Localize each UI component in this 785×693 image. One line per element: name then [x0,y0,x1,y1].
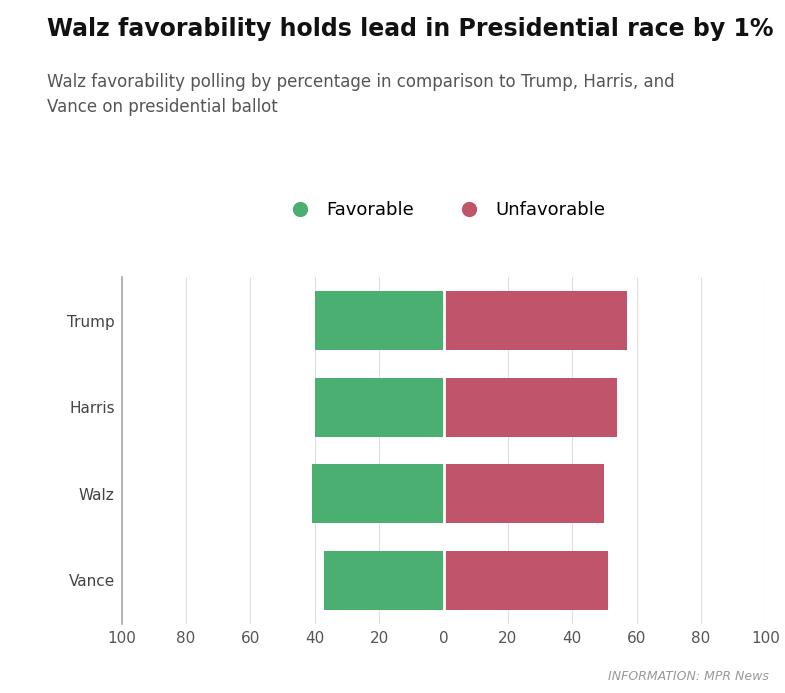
Legend: Favorable, Unfavorable: Favorable, Unfavorable [274,194,613,227]
Text: Walz favorability polling by percentage in comparison to Trump, Harris, and
Vanc: Walz favorability polling by percentage … [47,73,675,116]
Bar [444,291,627,350]
Bar [315,378,444,437]
Bar [444,464,604,523]
Bar [315,291,444,350]
Text: INFORMATION: MPR News: INFORMATION: MPR News [608,669,769,683]
Bar [444,378,617,437]
Bar [312,464,444,523]
Bar [324,551,444,610]
Bar [444,551,608,610]
Text: Walz favorability holds lead in Presidential race by 1%: Walz favorability holds lead in Presiden… [47,17,773,42]
